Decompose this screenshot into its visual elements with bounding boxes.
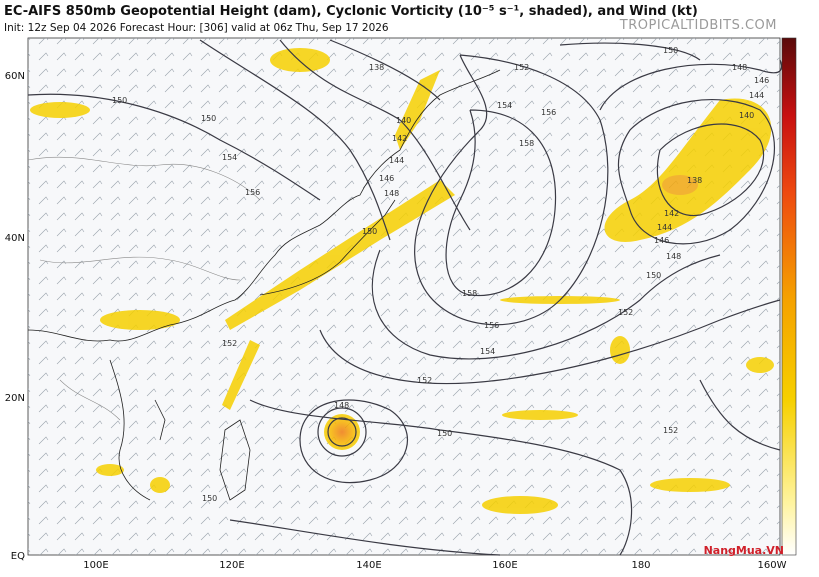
contour-label: 148 xyxy=(384,189,399,198)
contour-label: 154 xyxy=(222,153,237,162)
contour-label: 158 xyxy=(462,289,477,298)
contour-label: 142 xyxy=(664,209,679,218)
contour-label: 140 xyxy=(739,111,754,120)
contour-labels: 150 152 148 146 144 140 138 150 150 154 … xyxy=(112,46,769,503)
contour-label: 156 xyxy=(245,188,260,197)
contour-label: 154 xyxy=(480,347,495,356)
lon-label: 180 xyxy=(631,560,650,571)
contour-label: 152 xyxy=(514,63,529,72)
contour-label: 150 xyxy=(663,46,678,55)
height-contours xyxy=(27,39,783,556)
borders xyxy=(27,156,261,421)
title: EC-AIFS 850mb Geopotential Height (dam),… xyxy=(4,4,698,19)
contour-label: 150 xyxy=(201,114,216,123)
contour-label: 156 xyxy=(541,108,556,117)
contour-label: 152 xyxy=(618,308,633,317)
lat-labels: 60N 40N 20N EQ xyxy=(5,71,25,562)
contour-label: 150 xyxy=(112,96,127,105)
contour-label: 158 xyxy=(519,139,534,148)
contour-label: 140 xyxy=(396,116,411,125)
contour-label: 146 xyxy=(379,174,394,183)
contour-label: 144 xyxy=(389,156,404,165)
contour-label: 152 xyxy=(222,339,237,348)
contour-label: 152 xyxy=(663,426,678,435)
lon-label: 160E xyxy=(492,560,517,571)
contour-label: 150 xyxy=(202,494,217,503)
contour-label: 146 xyxy=(754,76,769,85)
contour-label: 138 xyxy=(687,176,702,185)
contour-label: 148 xyxy=(334,401,349,410)
contour-label: 148 xyxy=(732,63,747,72)
contour-label: 138 xyxy=(369,63,384,72)
contour-label: 142 xyxy=(392,134,407,143)
subtitle: Init: 12z Sep 04 2026 Forecast Hour: [30… xyxy=(4,22,389,34)
lat-label: 20N xyxy=(5,393,25,404)
lat-label: EQ xyxy=(11,551,25,562)
contour-label: 150 xyxy=(646,271,661,280)
contour-label: 154 xyxy=(497,101,512,110)
colorbar-ramp xyxy=(781,37,797,556)
contour-label: 144 xyxy=(657,223,672,232)
lat-label: 40N xyxy=(5,233,25,244)
vorticity xyxy=(30,48,774,514)
coastlines xyxy=(27,69,501,501)
map: 150 152 148 146 144 140 138 150 150 154 … xyxy=(5,37,787,571)
colorbar xyxy=(781,37,797,556)
contour-label: 150 xyxy=(437,429,452,438)
contour-label: 146 xyxy=(654,236,669,245)
lon-label: 140E xyxy=(356,560,381,571)
watermark: NangMua.VN xyxy=(704,544,784,557)
lon-label: 120E xyxy=(219,560,244,571)
contour-label: 152 xyxy=(417,376,432,385)
contour-label: 144 xyxy=(749,91,764,100)
brand: TROPICALTIDBITS.COM xyxy=(619,18,777,33)
lat-label: 60N xyxy=(5,71,25,82)
contour-label: 150 xyxy=(362,227,377,236)
contour-label: 148 xyxy=(666,252,681,261)
lon-label: 160W xyxy=(758,560,787,571)
contour-label: 156 xyxy=(484,321,499,330)
lon-label: 100E xyxy=(83,560,108,571)
lon-labels: 100E 120E 140E 160E 180 160W xyxy=(83,560,786,571)
